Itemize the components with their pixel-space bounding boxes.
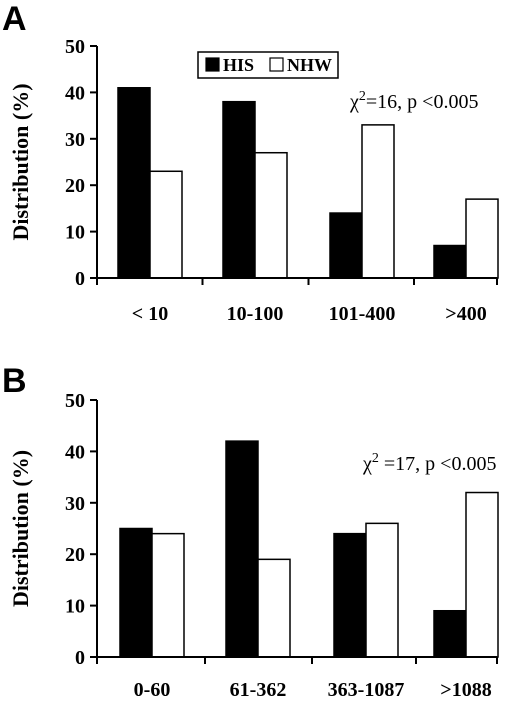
x-tick-label: 10-100	[227, 303, 284, 325]
y-axis-label: Distribution (%)	[8, 450, 33, 607]
chi-square-annotation: χ2=16, p <0.005	[349, 89, 478, 113]
y-tick-label: 40	[65, 441, 85, 463]
y-axis-label: Distribution (%)	[8, 83, 33, 240]
y-tick-label: 20	[65, 175, 85, 197]
x-tick-label: 0-60	[134, 679, 171, 701]
bar-his-1	[119, 527, 153, 658]
bar-his-3	[329, 212, 363, 279]
y-tick-label: 20	[65, 544, 85, 566]
chi-square-annotation: χ2 =17, p <0.005	[362, 451, 496, 475]
y-tick-label: 50	[65, 390, 85, 412]
legend: HIS NHW	[197, 51, 339, 79]
bar-nhw-4	[465, 198, 499, 279]
panel-letter: A	[2, 0, 27, 38]
y-tick-label: 50	[65, 36, 85, 58]
bar-his-1	[117, 87, 151, 279]
y-tick-label: 10	[65, 222, 85, 244]
y-tick-label: 30	[65, 129, 85, 151]
chart-panel-b: B Distribution (%) 0-60 61-362 363-1087 >1088…	[2, 362, 499, 701]
legend-swatch-his	[205, 57, 220, 72]
panel-letter: B	[2, 362, 27, 400]
bar-nhw-1	[149, 170, 183, 279]
legend-label-his: HIS	[223, 55, 254, 75]
bar-nhw-4	[465, 491, 499, 658]
bar-nhw-2	[254, 151, 288, 279]
bar-nhw-3	[365, 522, 399, 658]
legend-swatch-nhw	[269, 57, 284, 72]
legend-box	[197, 51, 339, 79]
x-tick-label: 61-362	[230, 679, 287, 701]
bar-nhw-1	[151, 532, 185, 658]
bar-his-2	[225, 440, 259, 658]
legend-label-nhw: NHW	[287, 55, 332, 75]
x-tick-label: 101-400	[329, 303, 396, 325]
bar-nhw-2	[257, 558, 291, 658]
x-tick-label: >1088	[440, 679, 491, 701]
x-tick-label: < 10	[132, 303, 168, 325]
x-tick-label: 363-1087	[328, 679, 405, 701]
y-tick-label: 0	[75, 268, 85, 290]
y-tick-label: 0	[75, 647, 85, 669]
x-tick-label: >400	[445, 303, 486, 325]
y-tick-label: 40	[65, 82, 85, 104]
bar-his-4	[433, 609, 467, 658]
bar-his-2	[222, 100, 256, 279]
bar-his-3	[333, 532, 367, 658]
y-tick-label: 30	[65, 493, 85, 515]
y-tick-label: 10	[65, 596, 85, 618]
bar-his-4	[433, 244, 467, 279]
chart-panel-a: A Distribution (%) < 10 10-100 101-400 >400 0 1…	[2, 0, 499, 325]
bar-nhw-3	[361, 124, 395, 279]
